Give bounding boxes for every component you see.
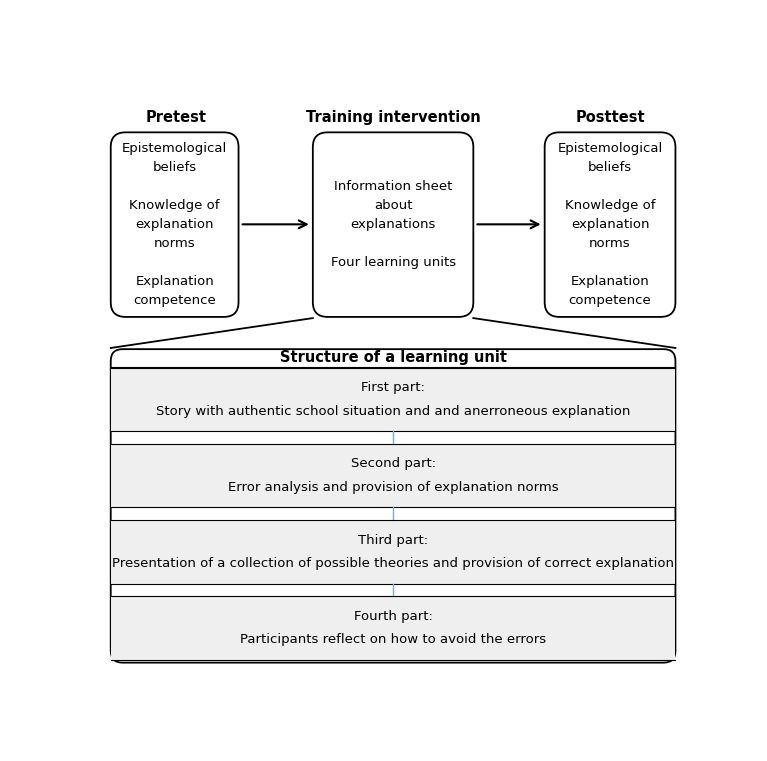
Text: Presentation of a collection of possible theories and provision of correct expla: Presentation of a collection of possible…	[112, 557, 674, 570]
Text: Third part:: Third part:	[358, 533, 428, 546]
Text: Structure of a learning unit: Structure of a learning unit	[280, 350, 506, 365]
Text: Posttest: Posttest	[575, 110, 645, 126]
Text: Story with authentic school situation and and anerroneous explanation: Story with authentic school situation an…	[156, 405, 630, 418]
Text: Fourth part:: Fourth part:	[354, 610, 433, 622]
Text: Training intervention: Training intervention	[306, 110, 480, 126]
Bar	[110, 597, 676, 660]
Bar	[110, 444, 676, 508]
Text: Error analysis and provision of explanation norms: Error analysis and provision of explanat…	[228, 481, 558, 494]
Text: Pretest: Pretest	[146, 110, 206, 126]
Bar	[110, 521, 676, 584]
Text: Epistemological
beliefs

Knowledge of
explanation
norms

Explanation
competence: Epistemological beliefs Knowledge of exp…	[558, 142, 663, 307]
Text: Epistemological
beliefs

Knowledge of
explanation
norms

Explanation
competence: Epistemological beliefs Knowledge of exp…	[122, 142, 227, 307]
FancyBboxPatch shape	[110, 132, 239, 317]
FancyBboxPatch shape	[545, 132, 676, 317]
Text: Participants reflect on how to avoid the errors: Participants reflect on how to avoid the…	[240, 633, 546, 646]
Bar	[110, 368, 676, 431]
FancyBboxPatch shape	[313, 132, 473, 317]
Text: Information sheet
about
explanations

Four learning units: Information sheet about explanations Fou…	[331, 180, 456, 269]
Text: First part:: First part:	[361, 381, 425, 394]
FancyBboxPatch shape	[110, 349, 676, 663]
Text: Second part:: Second part:	[351, 457, 436, 470]
